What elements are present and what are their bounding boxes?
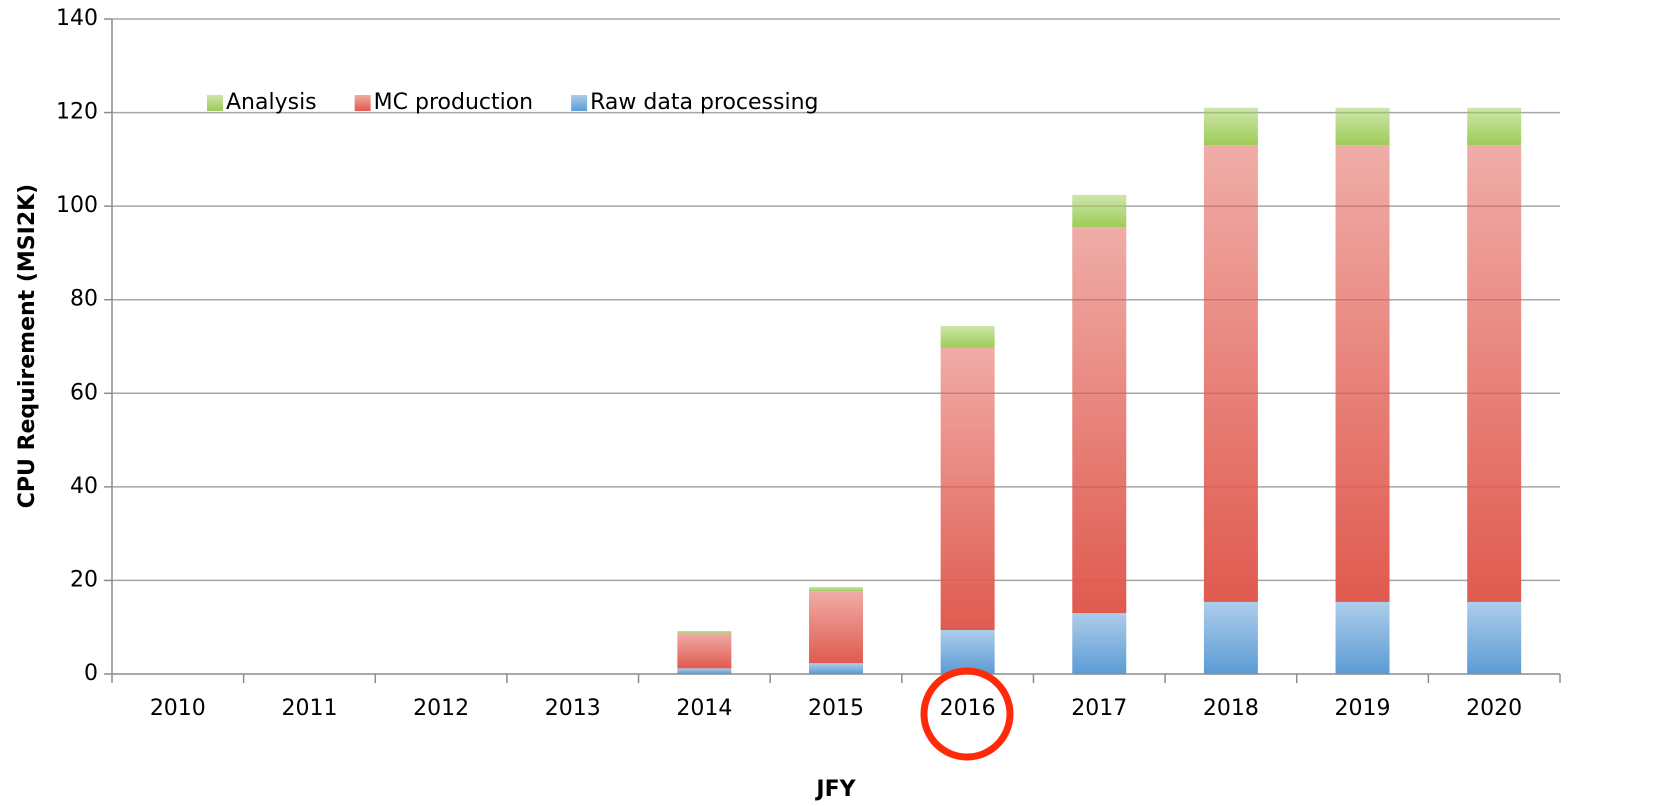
bar-segment bbox=[677, 668, 732, 674]
bar-segment bbox=[1467, 601, 1522, 674]
bar-segment bbox=[1072, 194, 1127, 228]
bar-segment bbox=[1335, 145, 1390, 602]
x-tick-label: 2014 bbox=[676, 696, 732, 721]
bar-segment bbox=[940, 630, 995, 674]
y-tick-label: 140 bbox=[56, 6, 98, 31]
x-tick-label: 2011 bbox=[281, 696, 337, 721]
x-tick-label: 2012 bbox=[413, 696, 469, 721]
legend-label: MC production bbox=[374, 90, 533, 115]
legend-swatch bbox=[207, 95, 223, 111]
x-tick-label: 2016 bbox=[940, 696, 996, 721]
x-tick-label: 2015 bbox=[808, 696, 864, 721]
bar-segment bbox=[940, 325, 995, 348]
legend-label: Analysis bbox=[226, 90, 317, 115]
y-axis-label: CPU Requirement (MSI2K) bbox=[15, 184, 40, 508]
bar-segment bbox=[677, 632, 732, 669]
legend-swatch bbox=[354, 95, 371, 111]
y-tick-label: 0 bbox=[84, 661, 98, 686]
legend-label: Raw data processing bbox=[590, 90, 818, 115]
y-tick-label: 100 bbox=[56, 193, 98, 218]
legend-item: Analysis bbox=[207, 90, 317, 115]
bar-segment bbox=[1203, 107, 1258, 146]
bar-segment bbox=[1072, 613, 1127, 674]
legend: Analysis MC production Raw data processing bbox=[207, 90, 819, 115]
bar-segment bbox=[1467, 145, 1522, 602]
x-tick-label: 2013 bbox=[545, 696, 601, 721]
y-tick-label: 60 bbox=[70, 380, 98, 405]
bar-segment bbox=[809, 586, 863, 592]
bar-segment bbox=[677, 630, 732, 633]
bar-segment bbox=[940, 347, 995, 631]
bar-segment bbox=[809, 663, 863, 674]
x-tick-label: 2010 bbox=[150, 696, 206, 721]
bar-segment bbox=[1203, 601, 1258, 674]
bar-segment bbox=[1335, 107, 1390, 146]
x-tick-label: 2017 bbox=[1071, 696, 1127, 721]
legend-item: MC production bbox=[354, 90, 533, 115]
y-tick-label: 80 bbox=[70, 287, 98, 312]
axes: 0 20 40 60 80 100 120 140 2010 2011 2012 2013 2014 20… bbox=[56, 6, 1561, 721]
y-tick-label: 20 bbox=[70, 567, 98, 592]
x-tick-label: 2018 bbox=[1203, 696, 1259, 721]
bar-segment bbox=[809, 591, 863, 664]
bar-segment bbox=[1072, 227, 1127, 614]
legend-swatch bbox=[571, 95, 588, 111]
highlight-circle bbox=[920, 667, 1014, 761]
bar-segment bbox=[1203, 145, 1258, 602]
y-tick-label: 40 bbox=[70, 474, 98, 499]
bar-segment bbox=[1335, 601, 1390, 674]
legend-item: Raw data processing bbox=[571, 90, 819, 115]
y-tick-label: 120 bbox=[56, 100, 98, 125]
bars bbox=[677, 107, 1522, 674]
grid bbox=[112, 18, 1560, 582]
x-tick-label: 2019 bbox=[1335, 696, 1391, 721]
x-tick-label: 2020 bbox=[1466, 696, 1522, 721]
x-axis-label: JFY bbox=[814, 777, 856, 802]
bar-segment bbox=[1467, 107, 1522, 146]
